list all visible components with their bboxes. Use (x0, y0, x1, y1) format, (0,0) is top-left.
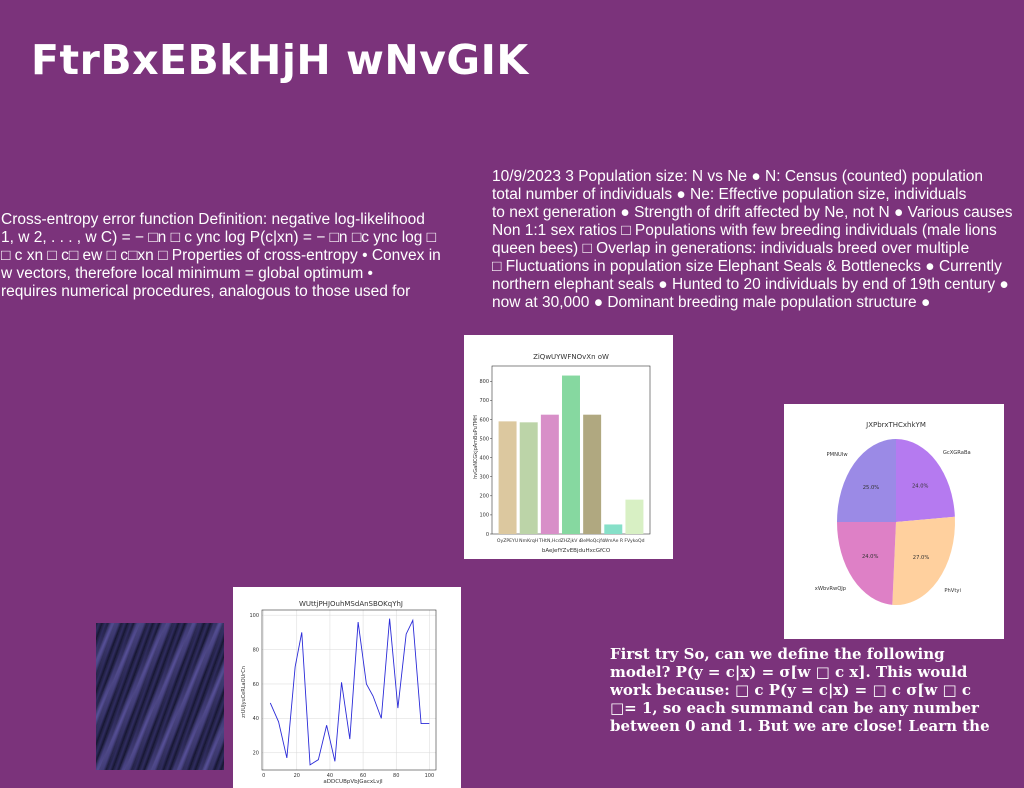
line-chart-ytick-label: 80 (253, 647, 259, 653)
line-chart-xtick-label: 80 (393, 773, 399, 779)
bar (562, 375, 580, 534)
line-chart: WUttjPHJOuhMSdAnSBOKqYhJ aDDCUBpVbJGacxL… (241, 600, 437, 785)
population-size-text: 10/9/2023 3 Population size: N vs Ne ● N… (492, 168, 1013, 311)
bar-chart-category-label: WmAe R (604, 538, 624, 544)
bar-chart-ytick-label: 700 (479, 398, 489, 404)
line-chart-ytick-label: 20 (253, 751, 259, 757)
cross-entropy-text: Cross-entropy error function Definition:… (1, 211, 441, 300)
pie-slice-label: PhVtyi (944, 588, 961, 594)
line-chart-title: WUttjPHJOuhMSdAnSBOKqYhJ (299, 600, 403, 608)
pie-slice (892, 516, 955, 605)
bar-chart-ylabel: hvGaNCGkjpAmBuPuTMH (473, 415, 479, 479)
bar-chart-ytick-label: 500 (479, 436, 489, 442)
line-series (269, 618, 430, 766)
line-chart-axes (261, 609, 437, 771)
line-chart-xtick-label: 100 (425, 773, 435, 779)
line-chart-figure: WUttjPHJOuhMSdAnSBOKqYhJ aDDCUBpVbJGacxL… (233, 587, 461, 788)
line-chart-ytick-label: 40 (253, 716, 259, 722)
pie-chart-figure: JXPbrxTHCxhkYM GcXGRaBa 24.0% PhVtyi 27.0% x… (784, 404, 1004, 639)
line-chart-ylabel: zrUUJyuCeRLaOUrCn (241, 666, 247, 718)
bar-chart-category-label: NmKrqH (519, 538, 538, 544)
bar-chart-ytick-label: 0 (486, 532, 489, 538)
pie-slice (837, 439, 896, 522)
bar-chart-xlabel: bAeJefYZvEBjduHxcGfCO (542, 548, 611, 554)
pie-slice (837, 522, 896, 605)
pie-chart-title: JXPbrxTHCxhkYM (865, 421, 926, 429)
bar-chart-figure: ZiQwUYWFNOvXn oW bAeJefYZvEBjduHxcGfCO h… (464, 335, 673, 559)
line-chart-xtick-label: 0 (262, 773, 265, 779)
pie-slice-percent: 27.0% (913, 555, 930, 561)
line-chart-xlabel: aDDCUBpVbJGacxLvjI (323, 779, 383, 785)
line-chart-ytick-label: 60 (253, 682, 259, 688)
pie-chart: JXPbrxTHCxhkYM GcXGRaBa 24.0% PhVtyi 27.0% x… (815, 421, 971, 605)
bar-chart-ytick-label: 300 (479, 475, 489, 481)
pie-slice-percent: 25.0% (863, 485, 880, 491)
bar-chart-ytick-label: 400 (479, 455, 489, 461)
pie-slice (896, 439, 955, 522)
bar (519, 422, 538, 534)
line-chart-xtick-label: 60 (360, 773, 366, 779)
bar (604, 524, 623, 534)
bar-chart: ZiQwUYWFNOvXn oW bAeJefYZvEBjduHxcGfCO h… (473, 353, 651, 554)
pie-slice-label: xWbvRwQJp (815, 586, 847, 592)
bar-chart-title: ZiQwUYWFNOvXn oW (533, 353, 609, 361)
bar-chart-ytick-label: 600 (479, 417, 489, 423)
bar-chart-category-label: FVykoQd (624, 538, 644, 544)
bar (540, 414, 559, 534)
bar (498, 421, 517, 534)
bar-chart-category-label: BeMoQcjfs (580, 538, 605, 544)
pie-slice-percent: 24.0% (862, 554, 879, 560)
bar-chart-category-label: THtN,Hcd (538, 538, 561, 544)
model-definition-text: First try So, can we define the followin… (610, 645, 990, 735)
bar-chart-ytick-label: 200 (479, 494, 489, 500)
line-chart-xtick-label: 40 (327, 773, 333, 779)
bar (583, 414, 602, 534)
pie-slice-label: PMNUIw (827, 452, 849, 458)
bar-chart-ytick-label: 100 (479, 513, 489, 519)
line-chart-xtick-label: 20 (294, 773, 300, 779)
bar-chart-category-label: ZHZjkV c (561, 538, 582, 544)
pie-slice-label: GcXGRaBa (943, 450, 971, 456)
line-chart-ytick-label: 100 (249, 613, 259, 619)
bar-chart-category-label: OyZPEYU (497, 538, 518, 544)
bar-chart-ytick-label: 800 (479, 379, 489, 385)
pie-slice-percent: 24.0% (912, 484, 929, 490)
bar (625, 499, 644, 534)
page-title: FtrBxEBkHjH wNvGIK (31, 36, 529, 84)
dark-texture-image (96, 623, 224, 770)
